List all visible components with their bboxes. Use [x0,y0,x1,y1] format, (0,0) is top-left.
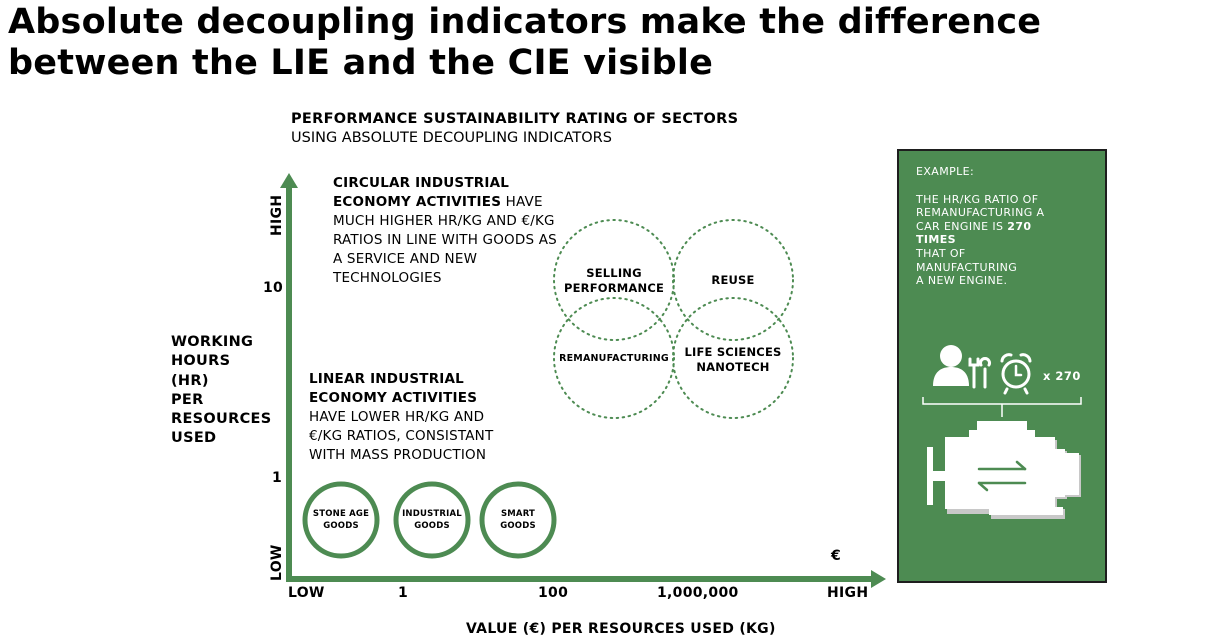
circular-body-line: MUCH HIGHER HR/KG AND €/KG [333,213,555,229]
subtitle-line-1: PERFORMANCE SUSTAINABILITY RATING OF SEC… [291,111,739,127]
linear-body-line: €/KG RATIOS, CONSISTANT [309,428,494,444]
x-axis-high-label: HIGH [827,585,869,601]
alarm-clock-icon [1000,353,1032,395]
circular-heading-line: CIRCULAR INDUSTRIAL [333,175,510,191]
circle-label-line: LIFE SCIENCES [684,345,782,359]
example-line: REMANUFACTURING A [916,206,1045,220]
y-axis-high-label: HIGH [269,194,285,236]
linear-heading-line: ECONOMY ACTIVITIES [309,390,478,406]
stone-age-goods-label: STONE AGE GOODS [301,509,381,532]
circle-label-line: SMART [500,509,536,519]
stone-age-goods-circle [302,481,380,559]
circle-label-line: NANOTECH [696,360,770,374]
y-axis-label-line: HOURS [171,353,231,370]
y-axis-low-label: LOW [269,544,285,581]
person-icon [933,345,969,386]
linear-heading-line: LINEAR INDUSTRIAL [309,371,464,387]
circle-label-line: INDUSTRIAL [402,509,462,519]
y-axis-label-line: PER [171,391,204,408]
diagram-subtitle: PERFORMANCE SUSTAINABILITY RATING OF SEC… [291,110,738,148]
y-axis-label: WORKING HOURS (HR) PER RESOURCES USED [171,333,271,449]
grouping-bracket [922,397,1082,417]
remanufacturing-label: REMANUFACTURING [559,353,669,364]
linear-economy-text: LINEAR INDUSTRIAL ECONOMY ACTIVITIES HAV… [309,370,493,465]
industrial-goods-circle [393,481,471,559]
multiplier-label: x 270 [1043,369,1081,383]
page-title: Absolute decoupling indicators make the … [8,2,1042,83]
circle-label-line: GOODS [414,520,450,531]
subtitle-line-2: USING ABSOLUTE DECOUPLING INDICATORS [291,130,612,146]
y-axis-tick-1: 1 [272,470,283,486]
circle-label-line: GOODS [323,520,359,531]
circular-economy-text: CIRCULAR INDUSTRIAL ECONOMY ACTIVITIES H… [333,174,557,288]
x-axis-low-label: LOW [288,585,325,601]
circular-body-inline: HAVE [501,194,543,210]
car-engine-icon [927,421,1081,519]
example-heading: EXAMPLE: [916,165,975,178]
reuse-circle [672,219,794,341]
industrial-goods-label: INDUSTRIAL GOODS [392,509,472,532]
circular-body-line: RATIOS IN LINE WITH GOODS AS [333,232,557,248]
x-axis-label: VALUE (€) PER RESOURCES USED (KG) [466,621,776,637]
y-axis-label-line: USED [171,430,217,447]
circular-body-line: TECHNOLOGIES [333,270,442,286]
example-line: A NEW ENGINE. [916,274,1008,288]
linear-body-line: WITH MASS PRODUCTION [309,447,487,463]
example-line: THAT OF [916,246,966,260]
life-sciences-label: LIFE SCIENCES NANOTECH [673,345,793,375]
circle-label-line: GOODS [500,520,536,531]
example-bold-value: TIMES [916,233,956,247]
x-axis-tick-1: 1 [398,585,409,601]
selling-performance-label: SELLING PERFORMANCE [554,266,674,296]
circle-label-line: PERFORMANCE [563,281,665,295]
example-line: CAR ENGINE IS [916,219,1008,233]
x-axis-currency-symbol: € [831,548,842,564]
circular-body-line: A SERVICE AND NEW [333,251,478,267]
life-sciences-circle [672,297,794,419]
x-axis-tick-1m: 1,000,000 [657,585,739,601]
tools-icon [968,357,991,389]
linear-body-line: HAVE LOWER HR/KG AND [309,409,485,425]
selling-performance-circle [553,219,675,341]
smart-goods-label: SMART GOODS [478,509,558,532]
circular-heading-line: ECONOMY ACTIVITIES [333,194,502,210]
remanufacturing-circle [553,297,675,419]
circle-label-line: STONE AGE [312,509,370,519]
example-panel-graphics [922,345,1082,519]
example-panel: EXAMPLE: THE HR/KG RATIO OF REMANUFACTUR… [897,149,1107,583]
example-line: THE HR/KG RATIO OF [916,192,1039,206]
reuse-label: REUSE [711,273,755,287]
example-panel-text: EXAMPLE: THE HR/KG RATIO OF REMANUFACTUR… [916,165,1096,288]
y-axis-label-line: (HR) [171,372,209,389]
example-bold-value: 270 [1007,219,1032,233]
example-line: MANUFACTURING [916,260,1018,274]
y-axis-label-line: WORKING [171,334,254,350]
x-axis-tick-100: 100 [538,585,569,601]
smart-goods-circle [479,481,557,559]
x-axis-arrowhead [871,570,886,588]
circle-label-line: SELLING [586,266,642,280]
y-axis-label-line: RESOURCES [171,411,272,428]
y-axis-tick-10: 10 [263,280,284,296]
y-axis-arrowhead [280,173,298,188]
